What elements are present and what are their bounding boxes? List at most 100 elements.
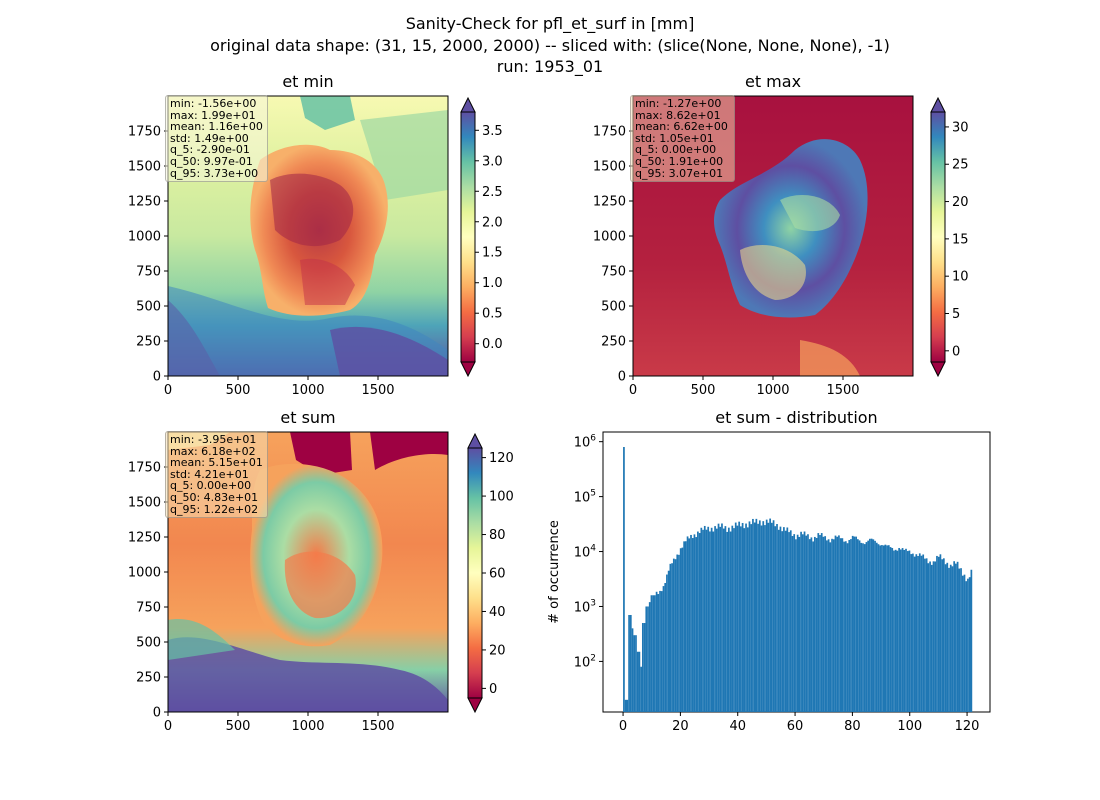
histogram-bar [955, 563, 957, 712]
histogram-bar [948, 567, 950, 712]
histogram-bar [886, 545, 888, 712]
colorbar-tick-label: 30 [952, 120, 969, 135]
colorbar-tick-label: 0.0 [482, 337, 503, 352]
histogram-bar [848, 539, 851, 712]
y-tick-label: 0 [618, 370, 626, 385]
histogram-bar [918, 553, 921, 712]
y-tick-label: 105 [574, 489, 596, 506]
histogram-bar [887, 545, 890, 712]
histogram-bar [927, 563, 930, 712]
histogram-bar [831, 538, 833, 712]
histogram-bar [884, 544, 887, 712]
colorbar-et-max [930, 96, 946, 378]
histogram-bar [934, 561, 937, 712]
y-tick-label: 102 [574, 653, 596, 670]
colorbar-tick-label: 5 [952, 307, 960, 322]
histogram-bar [660, 591, 663, 712]
histogram-bar [803, 531, 806, 712]
histogram-bar [784, 530, 787, 712]
histogram-bar [793, 534, 796, 712]
histogram-bar [869, 538, 871, 712]
histogram-bar [826, 540, 828, 712]
histogram-bar [746, 527, 749, 712]
histogram-bar [932, 561, 935, 712]
histogram-bar [764, 525, 766, 712]
histogram-bar [827, 539, 830, 712]
axes-title-et-sum: et sum [280, 408, 336, 427]
stat-q50: q_50: 9.97e-01 [170, 154, 253, 168]
x-tick-label: 1000 [291, 383, 324, 398]
histogram-bar [645, 606, 648, 712]
colorbar-tick-label: 15 [952, 232, 969, 247]
histogram-bar [777, 529, 780, 712]
histogram-bar [758, 520, 761, 712]
y-tick-label: 250 [136, 335, 161, 350]
histogram-bar [903, 549, 906, 712]
histogram-bar [721, 523, 723, 712]
histogram-bars [623, 446, 973, 712]
stat-mean: mean: 5.15e+01 [170, 456, 263, 470]
x-tick-label: 500 [691, 383, 716, 398]
histogram-bar [910, 554, 913, 712]
histogram-bar [683, 541, 685, 712]
histogram-bar [874, 540, 876, 712]
histogram-bar [856, 539, 859, 712]
histogram-bar [636, 651, 639, 712]
histogram-bar [688, 538, 691, 712]
histogram-bar [695, 537, 698, 712]
histogram-bar [750, 524, 753, 712]
x-tick-label: 120 [955, 719, 980, 734]
histogram-bar [834, 535, 837, 712]
histogram-bar [757, 523, 759, 712]
histogram-bar [846, 543, 849, 712]
histogram-bar [748, 521, 751, 712]
stat-min: min: -1.56e+00 [170, 97, 257, 110]
histogram-bar [752, 518, 754, 712]
histogram-bar [924, 558, 926, 712]
histogram-bar [647, 606, 649, 712]
histogram-bar [652, 595, 655, 712]
stat-std: std: 1.49e+00 [170, 131, 249, 145]
histogram-bar [626, 699, 629, 712]
histogram-bar [858, 540, 861, 712]
histogram-bar [638, 651, 641, 712]
histogram-bar [705, 529, 708, 712]
histogram-bar [693, 534, 696, 712]
histogram-bar [666, 574, 668, 712]
histogram-bar [681, 547, 684, 712]
colorbar-tick-label: 0 [489, 682, 497, 697]
histogram-bar [942, 558, 945, 712]
histogram-bar [941, 559, 943, 712]
histogram-bar [855, 536, 857, 712]
stat-max: max: 1.99e+01 [170, 108, 256, 122]
x-tick-label: 1000 [756, 383, 789, 398]
colorbar-tick-label: 25 [952, 158, 969, 173]
colorbar-tick-label: 3.0 [482, 154, 503, 169]
histogram-ylabel: # of occurrence [547, 520, 562, 624]
histogram-bar [819, 534, 821, 712]
axes-title-histogram: et sum - distribution [715, 408, 878, 427]
histogram-bar [633, 635, 636, 712]
histogram-bar [925, 558, 928, 712]
x-tick-label: 500 [226, 719, 251, 734]
histogram-bar [875, 542, 878, 712]
histogram-bar [949, 564, 952, 712]
histogram-bar [678, 554, 680, 712]
histogram-bar [724, 526, 727, 712]
histogram-bar [908, 550, 911, 712]
histogram-bar [731, 525, 734, 712]
histogram-bar [867, 540, 870, 712]
y-tick-label: 1500 [128, 160, 161, 175]
histogram-bar [946, 562, 949, 712]
y-tick-label: 1250 [593, 195, 626, 210]
x-tick-label: 0 [164, 719, 172, 734]
histogram-bar [772, 520, 775, 712]
colorbar-tick-label: 100 [489, 490, 514, 505]
histogram-bar [753, 522, 756, 712]
histogram-bar [805, 535, 808, 712]
y-tick-label: 250 [601, 335, 626, 350]
histogram-bar [741, 522, 744, 712]
y-tick-label: 500 [136, 636, 161, 651]
y-tick-label: 750 [601, 265, 626, 280]
histogram-bar [937, 556, 940, 712]
